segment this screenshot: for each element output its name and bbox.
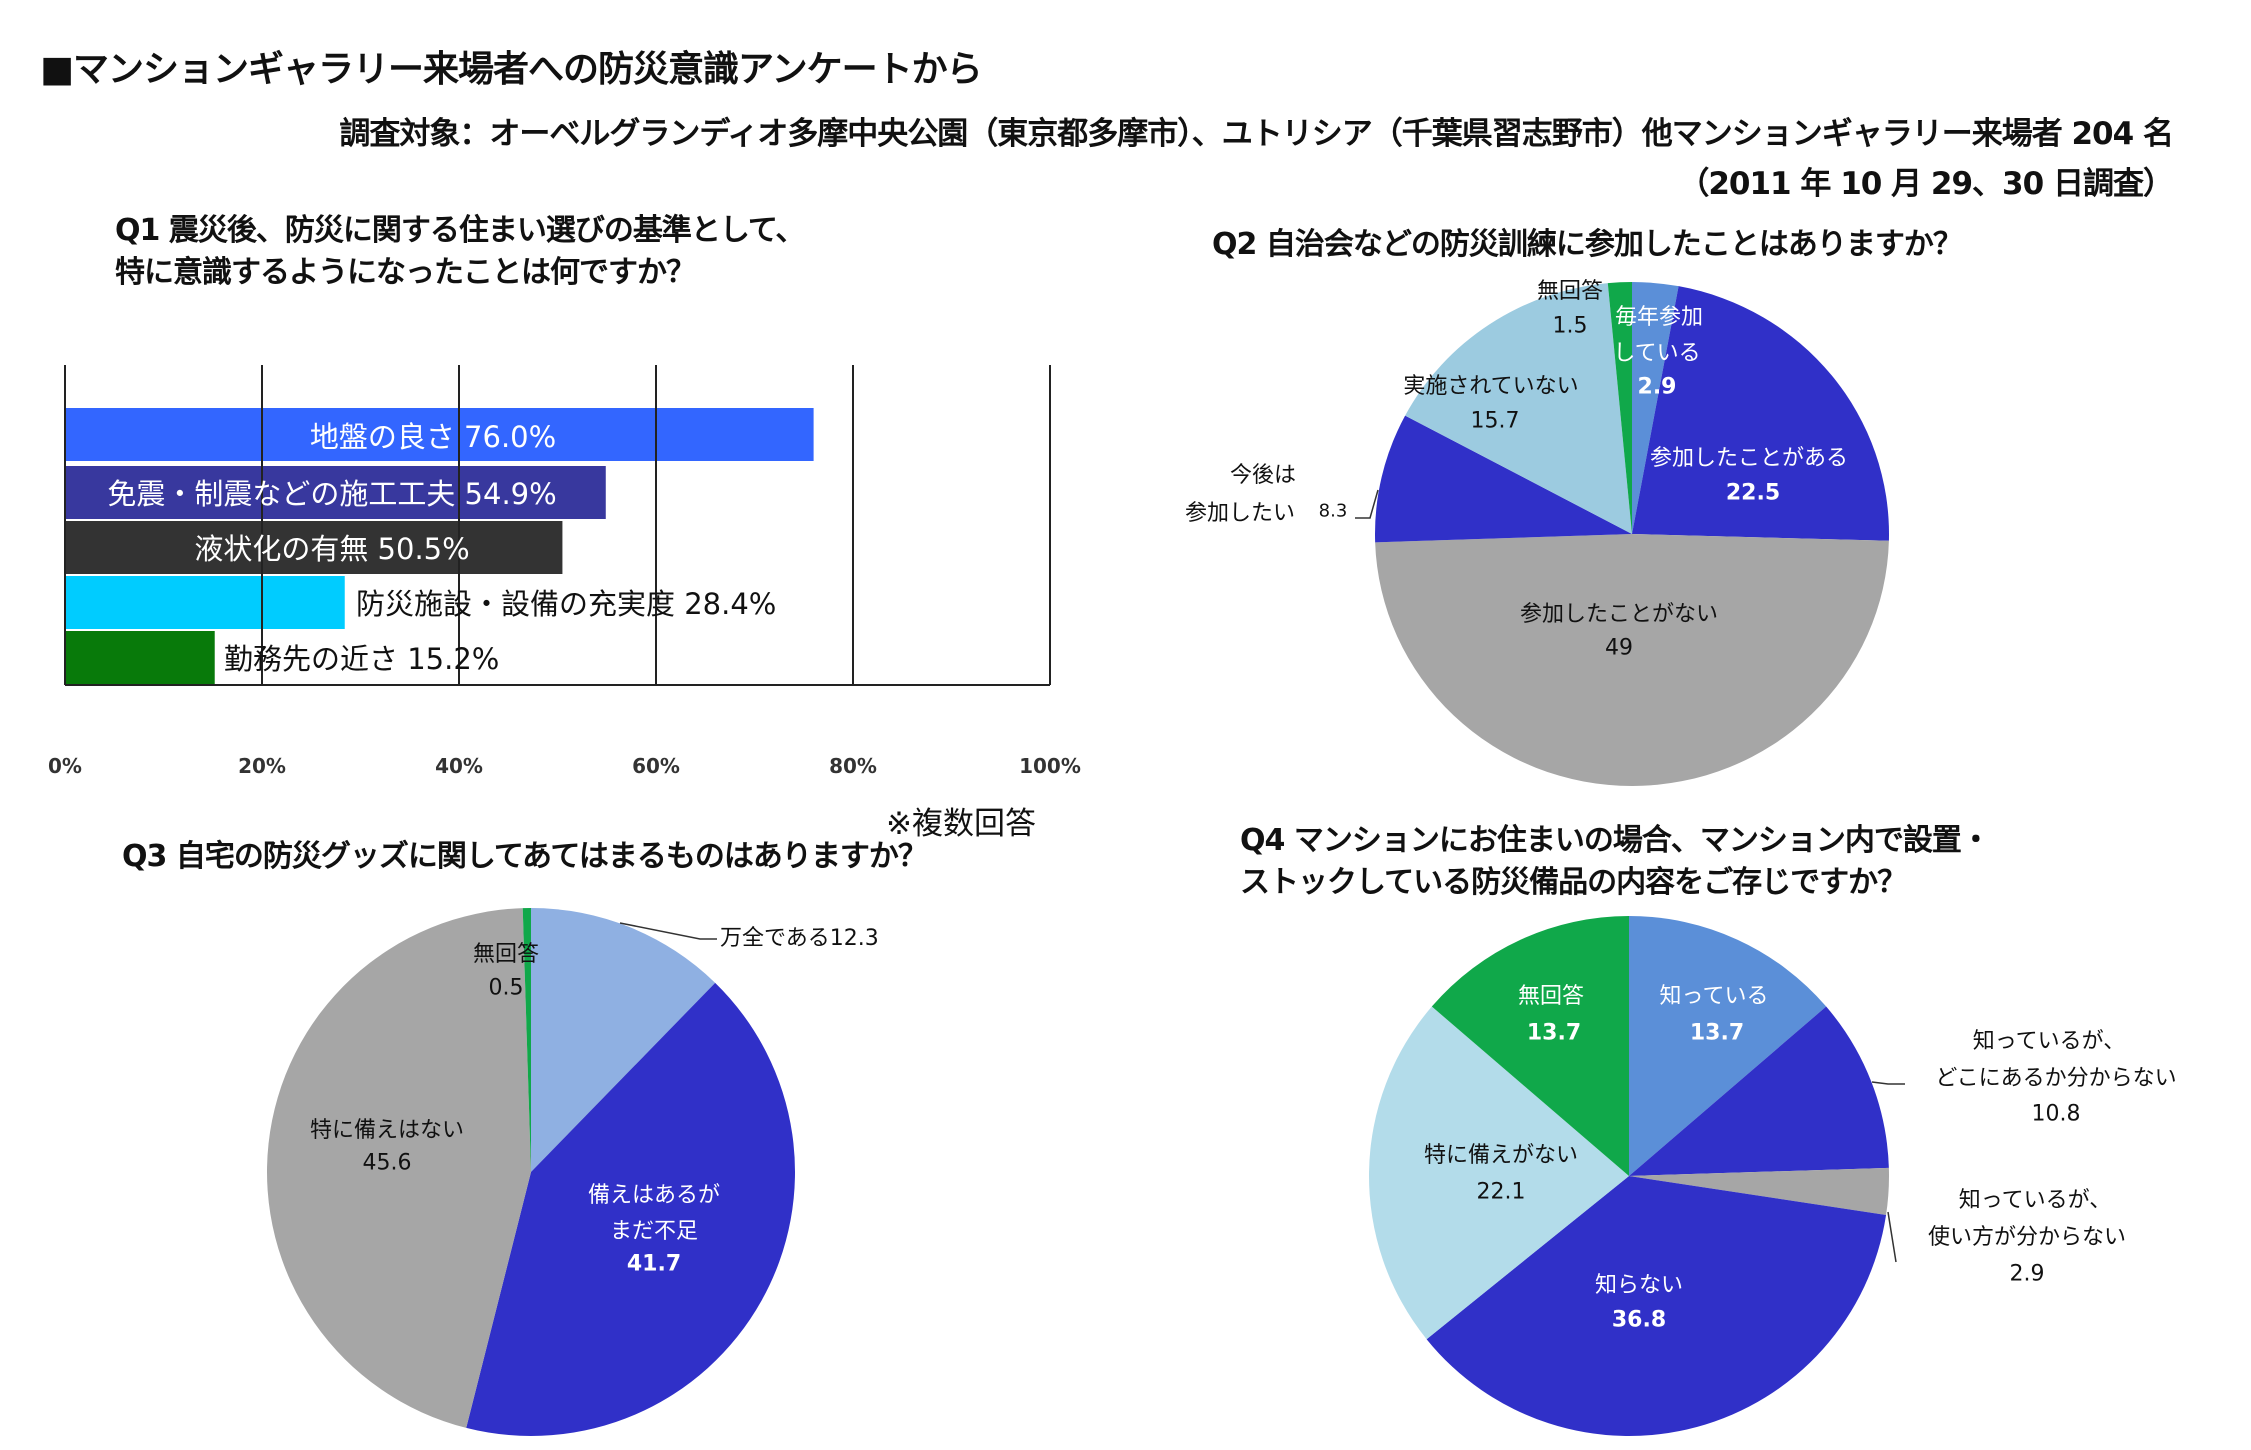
pie-slice [1375,534,1889,786]
pie-value: 2.9 [1637,374,1677,400]
pie-slice [1632,282,1679,534]
pie-value: 41.7 [626,1251,682,1277]
pie-label: 実施されていない [1403,374,1579,399]
q4-title-line1: Q4 マンションにお住まいの場合、マンション内で設置・ [1240,823,1991,858]
pie-label: 参加したことがない [1519,602,1719,627]
bar-label: 地盤の良さ 76.0% [309,420,557,454]
multiple-answers-note: ※複数回答 [886,806,1036,842]
pie-label: 知らない [1594,1273,1684,1298]
pie-slice [522,908,531,1172]
pie-label: 知っている [1659,984,1769,1009]
leader-line [1887,1211,1897,1263]
pie-label: 無回答 [472,942,540,967]
pie-slice [1607,282,1632,534]
pie-value: 22.1 [1476,1179,1526,1205]
bar [65,576,345,629]
q1-title: Q1 震災後、防災に関する住まい選びの基準として、 特に意識するようになったこと… [115,210,805,294]
bar [65,631,215,684]
pie-value: 0.5 [488,975,524,1001]
pie-label: 毎年参加 [1614,305,1704,330]
pie-slice [531,908,716,1172]
pie-label: している [1613,341,1701,366]
pie-label: 参加したい [1184,501,1296,526]
pie-label: 特に備えはない [309,1118,465,1143]
pie-slice [466,982,795,1436]
tick-label: 100% [1019,754,1081,778]
pie-value: 2.9 [2009,1261,2045,1287]
pie-label: 知っているが、 [1972,1029,2126,1054]
q4-title: Q4 マンションにお住まいの場合、マンション内で設置・ ストックしている防災備品… [1240,820,1991,904]
tick-label: 80% [829,754,877,778]
leader-line [1871,1081,1905,1085]
survey-date: （2011 年 10 月 29、30 日調査） [1678,166,2174,202]
q3-title: Q3 自宅の防災グッズに関してあてはまるものはありますか？ [122,839,928,874]
bar-label: 防災施設・設備の充実度 28.4% [356,587,777,621]
pie-label: どこにあるか分からない [1935,1066,2177,1091]
survey-subject: 調査対象：オーベルグランディオ多摩中央公園（東京都多摩市）、ユトリシア（千葉県習… [339,116,2174,152]
pie-value: 13.7 [1526,1020,1582,1046]
page-title: ■マンションギャラリー来場者への防災意識アンケートから [40,49,983,90]
pie-value: 13.7 [1689,1020,1745,1046]
pie-label: まだ不足 [609,1219,699,1244]
pie-label: 知っているが、 [1958,1188,2112,1213]
pie-value: 8.3 [1318,500,1348,522]
bar [65,466,606,519]
pie-label: 参加したことがある [1649,446,1849,471]
pie-value: 15.7 [1470,408,1520,434]
pie-label-text: 万全である [720,926,830,951]
pie-slice [1632,286,1889,541]
pie-slice [1629,916,1827,1176]
tick-label: 0% [48,754,82,778]
q1-title-line2: 特に意識するようになったことは何ですか？ [115,255,696,290]
tick-label: 60% [632,754,680,778]
pie-value: 36.8 [1611,1307,1667,1333]
q2-title: Q2 自治会などの防災訓練に参加したことはありますか？ [1212,227,1963,262]
pie-label: 特に備えがない [1423,1143,1579,1168]
tick-label: 40% [435,754,483,778]
pie-label: 今後は [1229,463,1297,488]
pie-slice [1426,1176,1887,1436]
pie-value: 10.8 [2031,1101,2081,1127]
pie-slice [1375,415,1632,543]
tick-label: 20% [238,754,286,778]
pie-value: 12.3 [829,926,879,951]
pie-value: 22.5 [1725,480,1781,506]
bar [65,521,563,574]
pie-slice [1629,1006,1889,1176]
pie-value: 45.6 [362,1150,412,1176]
leader-line [1355,489,1379,519]
pie-slice [267,908,531,1428]
pie-slice [1629,1167,1890,1216]
bar-label: 免震・制震などの施工工夫 54.9% [107,477,557,511]
pie-label: 備えはあるが [587,1183,721,1208]
pie-label: 万全である12.3 [720,920,879,952]
pie-value: 49 [1605,635,1633,661]
pie-slice [1431,916,1629,1176]
leader-line [619,922,717,940]
q1-title-line1: Q1 震災後、防災に関する住まい選びの基準として、 [115,213,805,248]
pie-slice [1369,1006,1629,1340]
pie-label: 無回答 [1536,279,1604,304]
bar-label: 勤務先の近さ 15.2% [224,642,500,676]
pie-label: 無回答 [1517,984,1585,1009]
pie-slice [1405,283,1632,534]
bar [65,408,814,461]
bar-label: 液状化の有無 50.5% [194,532,470,566]
pie-value: 1.5 [1552,313,1588,339]
q4-title-line2: ストックしている防災備品の内容をご存じですか？ [1240,865,1907,900]
pie-label: 使い方が分からない [1927,1225,2127,1250]
